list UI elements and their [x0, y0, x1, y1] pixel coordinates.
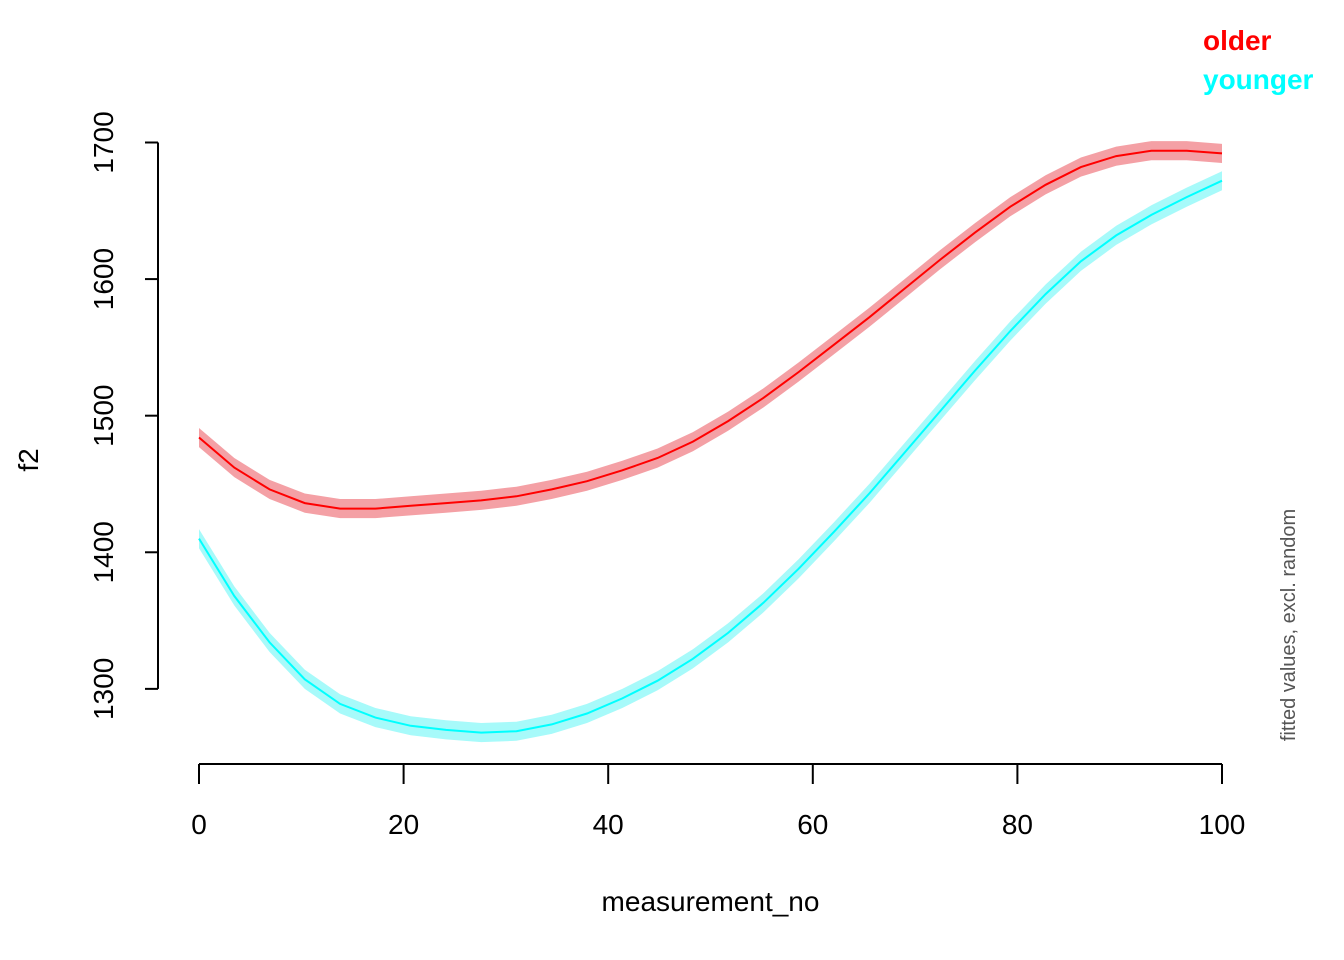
- series-lines: [198, 149, 1223, 734]
- side-note: fitted values, excl. random: [1278, 509, 1300, 741]
- x-tick-label: 100: [1199, 809, 1246, 840]
- y-axis-ticks: 1300 1400 1500 1600 1700: [88, 111, 158, 720]
- y-tick-label: 1700: [88, 111, 119, 173]
- confidence-bands: [199, 141, 1222, 743]
- x-tick-label: 80: [1002, 809, 1033, 840]
- legend: older younger: [1203, 25, 1314, 95]
- confidence-band-younger: [199, 171, 1222, 743]
- confidence-band-older: [199, 141, 1222, 519]
- legend-entry-younger: younger: [1203, 64, 1314, 95]
- x-axis-title: measurement_no: [602, 886, 820, 917]
- legend-entry-older: older: [1203, 25, 1272, 56]
- x-axis-ticks: 0 20 40 60 80 100: [191, 764, 1245, 840]
- y-tick-label: 1500: [88, 385, 119, 447]
- x-tick-label: 20: [388, 809, 419, 840]
- y-tick-label: 1400: [88, 521, 119, 583]
- y-axis-title: f2: [13, 448, 44, 471]
- y-tick-label: 1600: [88, 248, 119, 310]
- x-tick-label: 60: [797, 809, 828, 840]
- series-line-older: [198, 149, 1223, 510]
- x-tick-label: 40: [593, 809, 624, 840]
- series-line-younger: [198, 179, 1223, 734]
- y-tick-label: 1300: [88, 658, 119, 720]
- x-tick-label: 0: [191, 809, 207, 840]
